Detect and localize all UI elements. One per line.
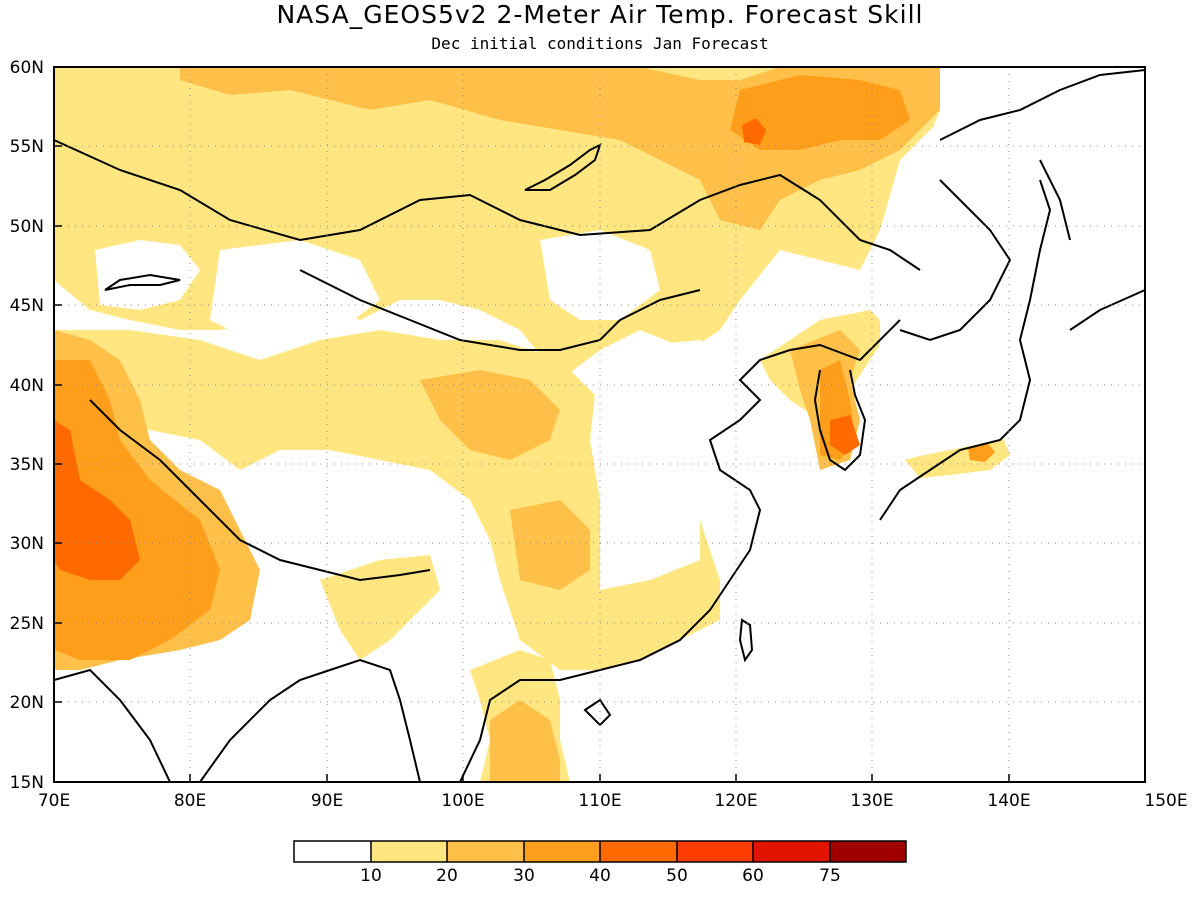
lon-tick-label: 140E: [987, 791, 1030, 811]
skill-level4-pakistan: [54, 420, 140, 580]
skill-level2-indochina: [490, 700, 560, 782]
colorbar-label: 50: [666, 866, 688, 886]
coast-korea: [813, 369, 867, 472]
lon-tick-label: 90E: [311, 791, 343, 811]
colorbar-box: [371, 841, 447, 862]
lake-balkhash: [104, 273, 181, 291]
colorbar-box: [753, 841, 830, 862]
skill-level4-siberia: [742, 118, 766, 145]
coast-sakhalin: [1039, 159, 1071, 241]
skill-gap-mongolia: [540, 230, 660, 320]
lat-tick-label: 50N: [10, 217, 44, 237]
skill-region-myanmar: [320, 555, 440, 660]
colorbar-label: 60: [742, 866, 764, 886]
map-title: NASA_GEOS5v2 2-Meter Air Temp. Forecast …: [276, 0, 924, 29]
lon-tick-label: 80E: [174, 791, 206, 811]
colorbar-label: 20: [436, 866, 458, 886]
skill-level4-korea: [830, 415, 860, 455]
lon-tick-label: 110E: [578, 791, 621, 811]
lat-labels: 15N 20N 25N 30N 35N 40N 45N 50N 55N 60N: [10, 58, 44, 793]
border-himalaya: [89, 399, 431, 582]
coast-japan: [879, 179, 1052, 521]
lon-labels: 70E 80E 90E 100E 110E 120E 130E 140E 150…: [38, 791, 1188, 811]
coast-russia-east: [899, 179, 1012, 342]
lat-tick-label: 60N: [10, 58, 44, 78]
lat-tick-label: 40N: [10, 376, 44, 396]
lat-tick-label: 15N: [10, 773, 44, 793]
skill-level3-pakistan: [54, 360, 220, 660]
lat-tick-label: 35N: [10, 455, 44, 475]
lat-tick-label: 45N: [10, 296, 44, 316]
skill-gap-kazakh: [210, 240, 380, 340]
colorbar-box: [600, 841, 677, 862]
coast-kamchatka: [1069, 289, 1145, 331]
map-subtitle: Dec initial conditions Jan Forecast: [431, 34, 769, 53]
skill-gap-southeast: [580, 300, 1145, 782]
lat-tick-label: 20N: [10, 693, 44, 713]
coastlines: [54, 69, 1145, 782]
lat-tick-label: 25N: [10, 614, 44, 634]
colorbar-box: [294, 841, 371, 862]
island-hainan: [583, 698, 612, 727]
skill-gap-china-east: [590, 340, 760, 590]
colorbar-label: 30: [513, 866, 535, 886]
colorbar: 10 20 30 40 50 60 75: [293, 840, 907, 886]
lat-tick-label: 30N: [10, 534, 44, 554]
coast-okhotsk: [939, 69, 1145, 141]
colorbar-box: [524, 841, 600, 862]
colorbar-box: [830, 841, 906, 862]
border-north: [54, 139, 921, 271]
lon-tick-label: 100E: [441, 791, 484, 811]
skill-level2-tibet: [420, 370, 560, 460]
coast-china-east: [789, 319, 901, 362]
coast-indochina: [459, 349, 791, 782]
colorbar-box: [447, 841, 524, 862]
lon-tick-label: 70E: [38, 791, 70, 811]
colorbar-label: 75: [819, 866, 841, 886]
grid-lines: [54, 67, 1145, 782]
skill-level2-china: [510, 500, 590, 590]
lon-tick-label: 120E: [714, 791, 757, 811]
colorbar-label: 10: [360, 866, 382, 886]
skill-level3-siberia: [730, 75, 910, 150]
colorbar-label: 40: [589, 866, 611, 886]
lon-tick-label: 150E: [1144, 791, 1187, 811]
lat-tick-label: 55N: [10, 137, 44, 157]
colorbar-box: [677, 841, 753, 862]
island-taiwan: [738, 618, 754, 663]
coast-india: [54, 668, 171, 782]
axis-ticks: [53, 66, 1146, 783]
coast-bay-of-bengal: [199, 658, 421, 782]
lon-tick-label: 130E: [850, 791, 893, 811]
skill-shading: [54, 67, 1145, 782]
border-mongolia-south: [299, 269, 701, 351]
